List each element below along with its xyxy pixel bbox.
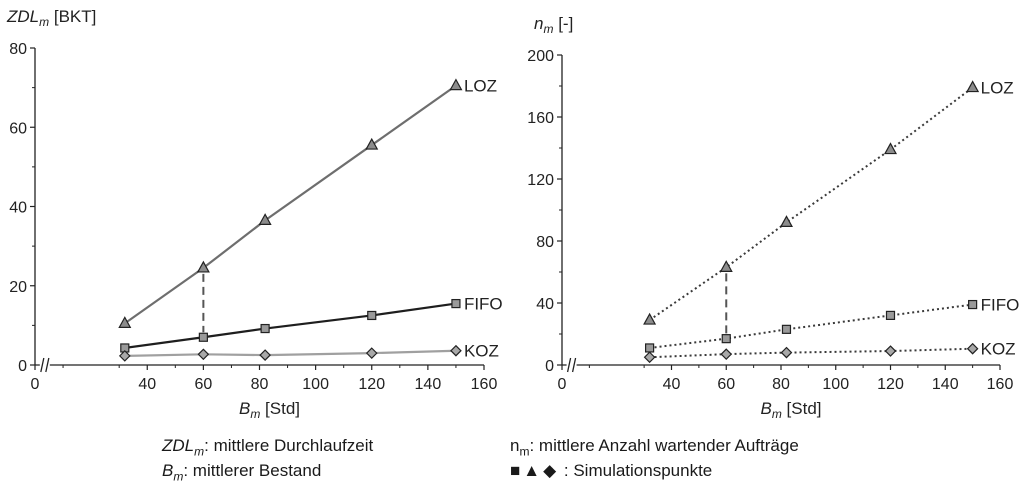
series-label: KOZ (464, 342, 499, 361)
chart-panel-nm: 0 40 80 120 160 200 0 40 60 80 100 120 140 160 nm [-] B… (527, 14, 1019, 421)
data-point (719, 260, 733, 272)
axis-break-stroke (571, 357, 577, 373)
data-point (260, 323, 270, 334)
x-tick-label: 160 (987, 376, 1014, 393)
x-tick-label: 140 (415, 376, 442, 393)
data-point (118, 316, 132, 328)
series-fifo: FIFO (120, 295, 503, 353)
legend-zdl: ZDLm: mittlere Durchlaufzeit (162, 436, 374, 459)
series-label: LOZ (981, 79, 1014, 98)
data-point (365, 137, 379, 150)
y-tick-label: 80 (9, 41, 27, 58)
data-point (885, 310, 896, 320)
x-tick-label: 120 (877, 376, 904, 393)
y-tick-label: 80 (536, 234, 554, 251)
y-tick-label: 40 (9, 200, 27, 217)
x-tick-label: 60 (717, 376, 735, 393)
legend-bm: Bm: mittlerer Bestand (162, 461, 322, 484)
data-point (643, 312, 657, 325)
y-axis-label: nm [-] (534, 14, 573, 36)
series-line (124, 349, 456, 357)
series-line (124, 302, 457, 350)
x-tick-label: 0 (558, 376, 567, 393)
data-point (197, 348, 210, 361)
legend-nm: nm: mittlere Anzahl wartender Aufträge (510, 436, 799, 459)
data-point (966, 342, 979, 355)
data-point (198, 332, 208, 342)
series-line (649, 347, 973, 359)
axis-break-mask (566, 356, 577, 374)
data-point (780, 346, 793, 359)
axis-break-marker (39, 356, 50, 374)
x-tick-label: 60 (194, 376, 212, 393)
simulation-symbols: ■▲◆ (510, 461, 560, 480)
y-axis-label: ZDLm [BKT] (6, 7, 96, 29)
series-label: FIFO (464, 295, 503, 314)
x-tick-label: 120 (358, 376, 385, 393)
x-tick-label: 0 (31, 376, 40, 393)
series-label: KOZ (981, 340, 1016, 359)
data-point (779, 215, 793, 227)
data-point (196, 260, 210, 273)
data-point (365, 347, 378, 359)
data-point (643, 351, 656, 364)
data-point (883, 142, 898, 155)
series-fifo: FIFO (644, 296, 1020, 353)
y-tick-label: 60 (9, 120, 27, 137)
data-point (644, 343, 655, 353)
axis-break-stroke (40, 357, 45, 373)
x-axis-label: Bm [Std] (239, 399, 300, 421)
x-tick-label: 160 (471, 376, 498, 393)
axis-break-marker (566, 356, 577, 374)
data-point (781, 324, 792, 334)
chart-panel-zdl: 0 20 40 60 80 0 40 60 80 100 120 140 160 ZDLm [BKT] Bm… (6, 7, 503, 421)
x-tick-label: 80 (772, 376, 790, 393)
x-tick-label: 140 (932, 376, 959, 393)
series-line (124, 84, 457, 325)
y-tick-label: 40 (536, 296, 554, 313)
axis-break-stroke (45, 357, 50, 373)
data-point (451, 298, 461, 309)
series-label: FIFO (981, 296, 1020, 315)
data-point (968, 299, 978, 310)
data-point (259, 349, 271, 361)
series-line (649, 86, 974, 321)
data-point (450, 344, 462, 357)
data-point (884, 345, 897, 357)
y-tick-label: 200 (527, 48, 554, 65)
x-tick-label: 40 (663, 376, 681, 393)
y-tick-label: 20 (9, 279, 27, 296)
axis-break-mask (39, 356, 50, 374)
series-koz: KOZ (118, 342, 499, 362)
data-point (449, 78, 463, 91)
data-point (118, 350, 131, 362)
data-point (367, 310, 377, 321)
x-tick-label: 100 (822, 376, 849, 393)
x-tick-label: 40 (138, 376, 156, 393)
data-point (721, 334, 731, 344)
series-loz: LOZ (643, 79, 1014, 325)
y-tick-label: 120 (527, 172, 554, 189)
y-tick-label: 0 (545, 358, 554, 375)
x-tick-label: 100 (302, 376, 329, 393)
x-tick-label: 80 (251, 376, 269, 393)
y-tick-label: 0 (18, 358, 27, 375)
y-tick-label: 160 (527, 110, 554, 127)
data-point (966, 80, 980, 93)
legend-sim: ■▲◆ : Simulationspunkte (510, 461, 713, 480)
series-loz: LOZ (118, 77, 497, 328)
series-line (649, 303, 973, 349)
series-koz: KOZ (643, 340, 1016, 364)
data-point (720, 348, 733, 360)
x-axis-label: Bm [Std] (760, 399, 821, 421)
data-point (258, 213, 272, 225)
series-label: LOZ (464, 77, 497, 96)
axis-break-stroke (566, 357, 572, 373)
